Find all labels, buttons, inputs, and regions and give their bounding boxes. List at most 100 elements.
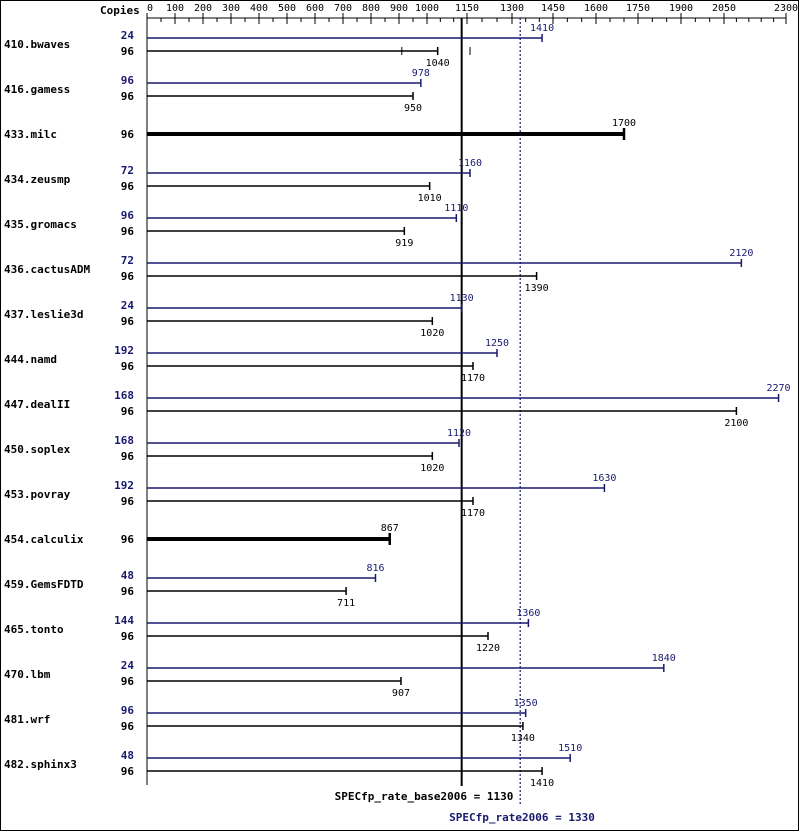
base-value-label: 919 bbox=[395, 238, 413, 249]
peak-copies: 72 bbox=[121, 254, 134, 267]
benchmark-row: 465.tonto 144 1360 96 1220 bbox=[4, 608, 540, 654]
peak-copies: 24 bbox=[121, 659, 135, 672]
base-value-label: 1340 bbox=[511, 733, 535, 744]
base-copies: 96 bbox=[121, 675, 135, 688]
base-value-label: 1220 bbox=[476, 643, 500, 654]
x-tick-label: 1000 bbox=[415, 3, 439, 14]
base-value-label: 1390 bbox=[525, 283, 549, 294]
peak-value-label: 1630 bbox=[592, 473, 616, 484]
x-tick-label: 0 bbox=[147, 3, 153, 14]
base-copies: 96 bbox=[121, 585, 135, 598]
peak-copies: 48 bbox=[121, 569, 134, 582]
benchmark-label: 444.namd bbox=[4, 353, 57, 366]
base-copies: 96 bbox=[121, 450, 135, 463]
peak-value-label: 1360 bbox=[516, 608, 540, 619]
x-tick-label: 200 bbox=[194, 3, 212, 14]
benchmark-row: 481.wrf 96 1350 96 1340 bbox=[4, 698, 538, 744]
base-value-label: 1020 bbox=[420, 328, 444, 339]
peak-copies: 48 bbox=[121, 749, 134, 762]
peak-value-label: 1350 bbox=[514, 698, 538, 709]
peak-copies: 168 bbox=[114, 434, 134, 447]
base-copies: 96 bbox=[121, 630, 135, 643]
base-copies: 96 bbox=[121, 45, 135, 58]
base-value-label: 1010 bbox=[418, 193, 442, 204]
peak-value-label: 1410 bbox=[530, 23, 554, 34]
base-copies: 96 bbox=[121, 533, 135, 546]
peak-value-label: 2270 bbox=[767, 383, 791, 394]
benchmark-rows: 410.bwaves 24 1410 96 1040 416.gamess 96 978 96 9… bbox=[4, 23, 791, 789]
base-value-label: 1170 bbox=[461, 508, 485, 519]
base-copies: 96 bbox=[121, 180, 135, 193]
benchmark-label: 436.cactusADM bbox=[4, 263, 90, 276]
peak-value-label: 2120 bbox=[729, 248, 753, 259]
base-copies: 96 bbox=[121, 315, 135, 328]
benchmark-label: 459.GemsFDTD bbox=[4, 578, 84, 591]
x-axis: 0 100 200 300 400 500 600 700 800 900 1000 1150 1300… bbox=[146, 3, 798, 785]
benchmark-row: 444.namd 192 1250 96 1170 bbox=[4, 338, 509, 384]
x-tick-label: 1450 bbox=[541, 3, 565, 14]
base-copies: 96 bbox=[121, 720, 135, 733]
x-tick-label: 1150 bbox=[455, 3, 479, 14]
peak-value-label: 1160 bbox=[458, 158, 482, 169]
benchmark-row: 435.gromacs 96 1110 96 919 bbox=[4, 203, 468, 249]
peak-value-label: 1250 bbox=[485, 338, 509, 349]
benchmark-row: 436.cactusADM 72 2120 96 1390 bbox=[4, 248, 753, 294]
benchmark-label: 447.dealII bbox=[4, 398, 70, 411]
peak-copies: 72 bbox=[121, 164, 134, 177]
x-tick-label: 400 bbox=[250, 3, 268, 14]
peak-value-label: 978 bbox=[412, 68, 430, 79]
benchmark-label: 481.wrf bbox=[4, 713, 50, 726]
base-copies: 96 bbox=[121, 270, 135, 283]
benchmark-row: 447.dealII 168 2270 96 2100 bbox=[4, 383, 791, 429]
x-tick-label: 500 bbox=[278, 3, 296, 14]
base-copies: 96 bbox=[121, 90, 135, 103]
peak-copies: 168 bbox=[114, 389, 134, 402]
benchmark-row: 453.povray 192 1630 96 1170 bbox=[4, 473, 616, 519]
base-value-label: 907 bbox=[392, 688, 410, 699]
x-tick-label: 1300 bbox=[500, 3, 524, 14]
benchmark-row: 416.gamess 96 978 96 950 bbox=[4, 68, 430, 114]
base-value-label: 1040 bbox=[426, 58, 450, 69]
benchmark-label: 454.calculix bbox=[4, 533, 84, 546]
x-tick-label: 1750 bbox=[626, 3, 650, 14]
peak-copies: 192 bbox=[114, 479, 134, 492]
benchmark-row: 470.lbm 24 1840 96 907 bbox=[4, 653, 676, 699]
peak-value-label: 816 bbox=[366, 563, 384, 574]
base-reference-label: SPECfp_rate_base2006 = 1130 bbox=[335, 790, 514, 803]
x-tick-label: 800 bbox=[362, 3, 380, 14]
benchmark-row: 410.bwaves 24 1410 96 1040 bbox=[4, 23, 554, 69]
base-copies: 96 bbox=[121, 405, 135, 418]
peak-reference-label: SPECfp_rate2006 = 1330 bbox=[449, 811, 595, 824]
peak-copies: 96 bbox=[121, 74, 135, 87]
benchmark-row: 434.zeusmp 72 1160 96 1010 bbox=[4, 158, 482, 204]
reference-lines bbox=[460, 18, 521, 806]
base-value-label: 950 bbox=[404, 103, 422, 114]
benchmark-label: 465.tonto bbox=[4, 623, 64, 636]
benchmark-row: 454.calculix 96 867 bbox=[4, 523, 399, 546]
benchmark-label: 482.sphinx3 bbox=[4, 758, 77, 771]
base-copies: 96 bbox=[121, 765, 135, 778]
benchmark-label: 470.lbm bbox=[4, 668, 51, 681]
peak-value-label: 1840 bbox=[652, 653, 676, 664]
peak-copies: 192 bbox=[114, 344, 134, 357]
base-value-label: 2100 bbox=[724, 418, 748, 429]
benchmark-row: 450.soplex 168 1120 96 1020 bbox=[4, 428, 471, 474]
benchmark-label: 433.milc bbox=[4, 128, 57, 141]
peak-value-label: 1120 bbox=[447, 428, 471, 439]
base-copies: 96 bbox=[121, 495, 135, 508]
x-tick-label: 1900 bbox=[669, 3, 693, 14]
benchmark-label: 410.bwaves bbox=[4, 38, 70, 51]
benchmark-label: 437.leslie3d bbox=[4, 308, 83, 321]
benchmark-row: 482.sphinx3 48 1510 96 1410 bbox=[4, 743, 582, 789]
x-tick-label: 100 bbox=[166, 3, 184, 14]
benchmark-label: 450.soplex bbox=[4, 443, 71, 456]
axis-title: Copies bbox=[100, 4, 140, 17]
benchmark-label: 434.zeusmp bbox=[4, 173, 71, 186]
peak-copies: 144 bbox=[114, 614, 134, 627]
peak-value-label: 1130 bbox=[450, 293, 474, 304]
x-tick-label: 2300 bbox=[774, 3, 798, 14]
base-value-label: 1700 bbox=[612, 118, 636, 129]
benchmark-label: 453.povray bbox=[4, 488, 71, 501]
